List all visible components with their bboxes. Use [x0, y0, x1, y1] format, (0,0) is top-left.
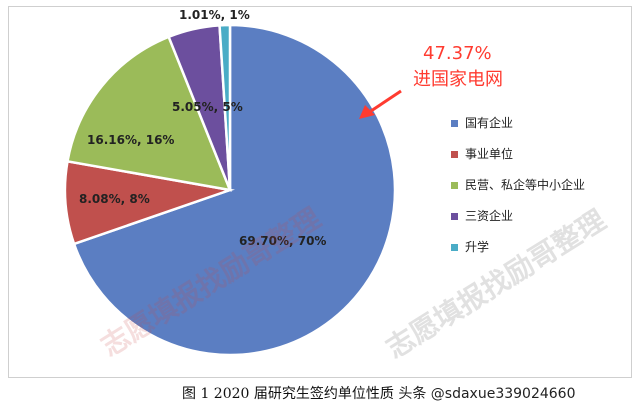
legend-label-5: 升学 — [465, 239, 489, 254]
figure-caption: 图 1 2020 届研究生签约单位性质 头条 @sdaxue339024660 — [182, 383, 632, 405]
callout-percent: 47.37% — [423, 43, 492, 64]
legend-swatch-4 — [451, 213, 458, 220]
slice-label-3: 16.16%, 16% — [87, 133, 174, 147]
legend-label-4: 三资企业 — [465, 208, 513, 223]
callout-arrow-line — [370, 89, 402, 113]
callout-arrow-head — [359, 105, 375, 119]
slice-label-1: 69.70%, 70% — [239, 234, 326, 248]
legend-label-3: 民营、私企等中小企业 — [465, 177, 585, 192]
legend-label-2: 事业单位 — [465, 146, 513, 161]
callout: 47.37% 进国家电网 — [359, 43, 503, 119]
legend-swatch-5 — [451, 244, 458, 251]
chart-frame: 69.70%, 70% 8.08%, 8% 16.16%, 16% 5.05%, 5%… — [8, 6, 632, 378]
pie-chart: 69.70%, 70% 8.08%, 8% 16.16%, 16% 5.05%, 5%… — [63, 8, 611, 365]
source-text: 头条 @sdaxue339024660 — [398, 386, 576, 402]
pie-slice-3 — [66, 35, 232, 192]
pie-slices — [63, 23, 397, 357]
pie-slice-5 — [218, 23, 232, 191]
slice-label-2: 8.08%, 8% — [79, 192, 150, 206]
callout-text: 进国家电网 — [413, 69, 503, 90]
legend-label-1: 国有企业 — [465, 115, 513, 130]
legend-swatch-3 — [451, 182, 458, 189]
figure-label: 图 1 2020 届研究生签约单位性质 — [182, 386, 394, 402]
slice-labels: 69.70%, 70% 8.08%, 8% 16.16%, 16% 5.05%, 5%… — [79, 8, 326, 248]
legend-swatch-2 — [451, 151, 458, 158]
watermark-text-right: 志愿填报找励哥整理 — [380, 203, 611, 365]
slice-label-5: 1.01%, 1% — [179, 8, 250, 22]
slice-label-4: 5.05%, 5% — [172, 100, 243, 114]
pie-slice-1 — [72, 23, 397, 357]
legend-swatch-1 — [451, 120, 458, 127]
